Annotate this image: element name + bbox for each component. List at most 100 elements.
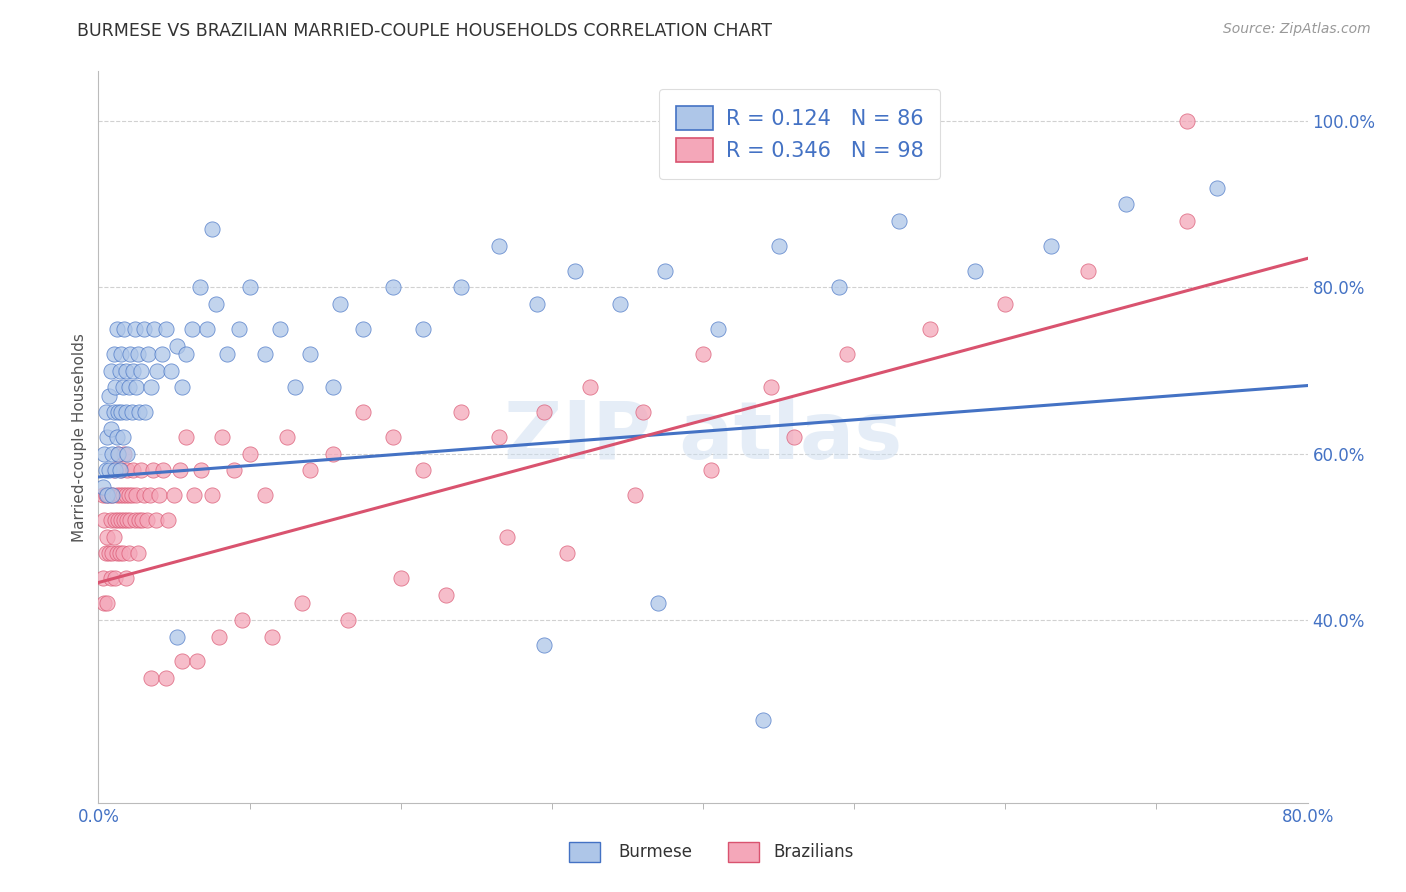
Point xyxy=(93,447,115,461)
Point xyxy=(115,463,138,477)
Point xyxy=(156,513,179,527)
Point xyxy=(107,447,129,461)
Point xyxy=(100,363,122,377)
Point xyxy=(533,638,555,652)
Point xyxy=(450,280,472,294)
Point xyxy=(100,513,122,527)
Point xyxy=(114,363,136,377)
Point xyxy=(98,388,121,402)
Point xyxy=(110,405,132,419)
Point xyxy=(129,463,152,477)
Point xyxy=(129,363,152,377)
Point xyxy=(107,405,129,419)
Point xyxy=(352,322,374,336)
Point xyxy=(141,671,163,685)
Point xyxy=(609,297,631,311)
Point xyxy=(352,405,374,419)
Point xyxy=(488,430,510,444)
Text: Burmese: Burmese xyxy=(619,843,693,861)
Point xyxy=(108,463,131,477)
Point xyxy=(488,239,510,253)
Point xyxy=(526,297,548,311)
Point xyxy=(141,380,163,394)
Point xyxy=(1175,214,1198,228)
Point xyxy=(131,513,153,527)
Point xyxy=(205,297,228,311)
Point xyxy=(96,488,118,502)
Point xyxy=(148,488,170,502)
Point xyxy=(336,613,359,627)
Point xyxy=(105,488,128,502)
Point xyxy=(124,513,146,527)
Point xyxy=(1115,197,1137,211)
Point xyxy=(578,380,600,394)
Point xyxy=(768,239,790,253)
Point xyxy=(115,447,138,461)
Point xyxy=(100,571,122,585)
Point xyxy=(211,430,233,444)
Point xyxy=(555,546,578,560)
Point xyxy=(132,488,155,502)
Point xyxy=(239,447,262,461)
Point xyxy=(139,488,162,502)
Point xyxy=(132,322,155,336)
Point xyxy=(101,546,124,560)
Point xyxy=(101,488,124,502)
Point xyxy=(169,463,191,477)
Point xyxy=(918,322,941,336)
Point xyxy=(111,488,134,502)
Point xyxy=(835,347,858,361)
Point xyxy=(1206,180,1229,194)
Point xyxy=(96,596,118,610)
Point xyxy=(125,380,148,394)
Point xyxy=(434,588,457,602)
Point xyxy=(111,380,134,394)
Point xyxy=(128,405,150,419)
Point xyxy=(100,422,122,436)
Point xyxy=(152,463,174,477)
Point xyxy=(215,347,238,361)
Point xyxy=(122,363,145,377)
Point xyxy=(96,430,118,444)
Point xyxy=(101,488,124,502)
Point xyxy=(160,363,183,377)
Point xyxy=(103,405,125,419)
Point xyxy=(155,322,177,336)
Point xyxy=(828,280,851,294)
Point xyxy=(299,463,322,477)
Point xyxy=(105,322,128,336)
Point xyxy=(107,447,129,461)
Point xyxy=(994,297,1017,311)
Point xyxy=(1077,264,1099,278)
Point xyxy=(108,546,131,560)
Text: Source: ZipAtlas.com: Source: ZipAtlas.com xyxy=(1223,22,1371,37)
Point xyxy=(98,463,121,477)
Point xyxy=(112,447,135,461)
Point xyxy=(127,347,149,361)
Point xyxy=(329,297,352,311)
Point xyxy=(495,530,517,544)
Point xyxy=(699,463,721,477)
Point xyxy=(382,430,405,444)
Point xyxy=(98,546,121,560)
Point xyxy=(412,322,434,336)
Point xyxy=(759,380,782,394)
Point xyxy=(120,347,142,361)
Point xyxy=(262,630,284,644)
Point xyxy=(269,322,291,336)
Point xyxy=(143,322,166,336)
Point xyxy=(112,322,135,336)
Point xyxy=(163,488,186,502)
Point xyxy=(96,530,118,544)
Point xyxy=(692,347,714,361)
Point xyxy=(707,322,730,336)
Point xyxy=(104,380,127,394)
Point xyxy=(412,463,434,477)
Point xyxy=(181,322,204,336)
Point xyxy=(114,405,136,419)
Point xyxy=(91,571,114,585)
Point xyxy=(124,322,146,336)
Point xyxy=(134,405,156,419)
Point xyxy=(128,513,150,527)
Point xyxy=(450,405,472,419)
